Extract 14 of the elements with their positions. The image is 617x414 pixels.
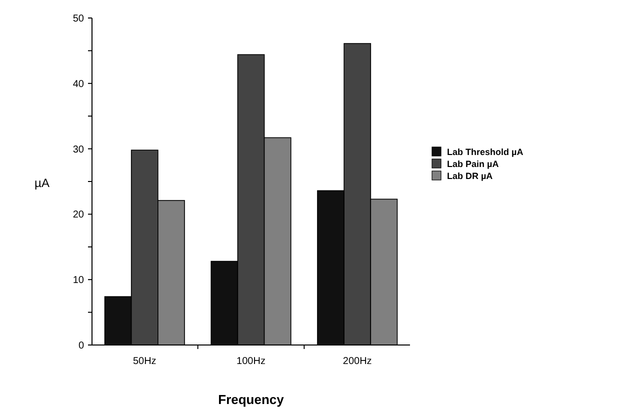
legend-label: Lab DR µA	[447, 171, 494, 181]
legend-label: Lab Threshold µA	[447, 147, 524, 157]
x-tick-label: 200Hz	[342, 356, 372, 367]
y-tick-label: 20	[72, 210, 84, 221]
y-tick-label: 50	[72, 14, 84, 24]
x-tick-label: 50Hz	[132, 356, 156, 367]
x-axis-title: Frequency	[218, 392, 285, 407]
y-tick-label: 30	[72, 144, 84, 156]
y-axis-title: µA	[34, 176, 50, 190]
legend-label: Lab Pain µA	[447, 159, 500, 169]
y-tick-label: 0	[78, 340, 84, 352]
y-tick-label: 40	[72, 78, 84, 90]
y-tick-label: 10	[72, 275, 84, 286]
x-tick-label: 100Hz	[236, 356, 266, 367]
